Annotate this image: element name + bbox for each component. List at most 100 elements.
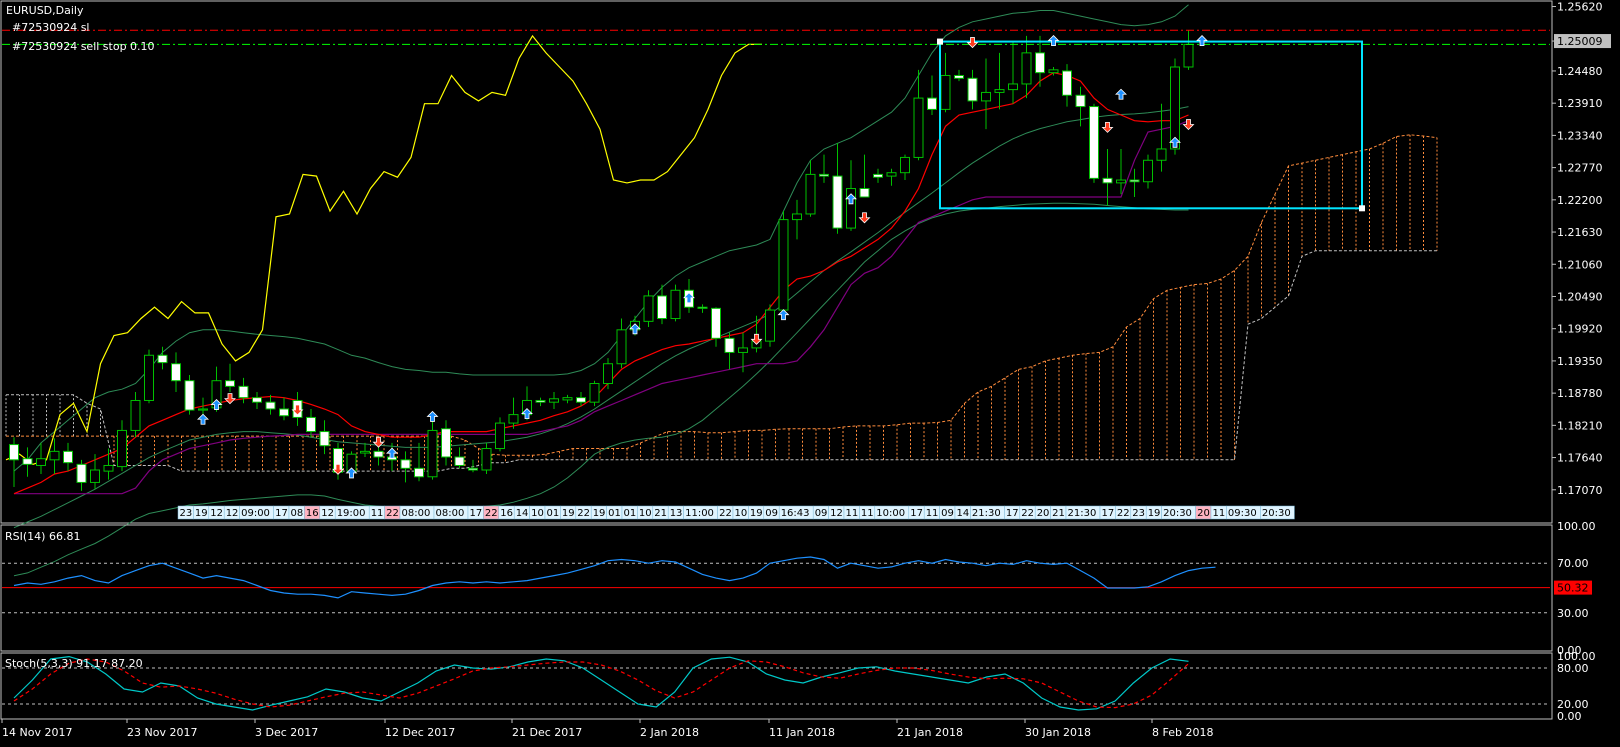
candle[interactable] [90,469,100,483]
candle[interactable] [792,213,802,221]
selection-rectangle[interactable] [937,38,1365,212]
buy-arrow-icon[interactable] [426,410,439,422]
candle[interactable] [1143,159,1153,183]
candle[interactable] [49,450,60,461]
candle[interactable] [441,428,451,458]
buy-arrow-icon[interactable] [1115,88,1127,100]
candle[interactable] [454,456,465,466]
candle[interactable] [846,188,856,229]
candle[interactable] [657,295,667,320]
candle[interactable] [778,219,789,311]
sell-arrow-icon[interactable] [332,463,344,475]
candle[interactable] [36,458,46,466]
candle[interactable] [360,450,370,454]
candle[interactable] [535,399,546,403]
candle[interactable] [859,188,870,198]
candle[interactable] [643,295,654,322]
candle[interactable] [1116,179,1126,184]
candle[interactable] [103,464,114,472]
buy-arrow-icon[interactable] [629,323,641,335]
candle[interactable] [927,97,937,110]
rectangle-handle[interactable] [1359,205,1365,212]
candle[interactable] [1102,177,1113,184]
candle[interactable] [738,347,748,353]
buy-arrow-icon[interactable] [1196,34,1208,46]
candle[interactable] [1008,83,1018,91]
candle[interactable] [1021,52,1032,85]
buy-arrow-icon[interactable] [386,447,398,459]
candle[interactable] [549,398,559,403]
candle[interactable] [319,431,330,447]
candle[interactable] [144,354,154,401]
sell-arrow-icon[interactable] [858,212,871,224]
candle[interactable] [900,156,910,174]
candle[interactable] [225,380,235,387]
candle[interactable] [117,429,127,468]
candle[interactable] [481,448,492,471]
candle[interactable] [589,383,600,403]
candle[interactable] [1035,52,1045,74]
order-levels[interactable] [2,29,1550,45]
candle[interactable] [238,385,249,399]
candle[interactable] [711,307,721,339]
candle[interactable] [1089,106,1099,179]
candle[interactable] [832,175,843,229]
candle[interactable] [184,380,195,411]
candle[interactable] [130,399,141,431]
candle[interactable] [562,397,573,401]
rsi-panel[interactable]: 100.00 70.00 50.32 30.00 0.00 RSI(14) 66.81 [0,520,1596,657]
candle[interactable] [1129,179,1140,183]
candle[interactable] [616,329,627,365]
candle[interactable] [63,450,73,464]
candle[interactable] [603,363,613,385]
buy-arrow-icon[interactable] [1169,136,1181,148]
candle[interactable] [427,429,438,478]
candle[interactable] [373,450,384,458]
candle[interactable] [1048,69,1059,74]
candle[interactable] [954,74,964,79]
candle[interactable] [576,397,586,403]
candle[interactable] [913,97,924,158]
candle[interactable] [819,173,829,177]
candle[interactable] [967,77,978,102]
rectangle-handle[interactable] [937,38,943,45]
candle[interactable] [1183,43,1194,68]
sell-arrow-icon[interactable] [372,436,385,448]
candle[interactable] [198,408,208,411]
candle[interactable] [414,467,424,478]
buy-arrow-icon[interactable] [521,408,533,420]
candle[interactable] [279,408,289,417]
buy-arrow-icon[interactable] [777,309,790,321]
candle[interactable] [1170,66,1180,150]
buy-arrow-icon[interactable] [197,413,209,425]
candle[interactable] [1075,94,1086,108]
candle[interactable] [697,306,708,309]
candle[interactable] [171,363,181,382]
candle[interactable] [400,459,411,469]
candle[interactable] [724,337,735,353]
candle[interactable] [805,173,816,215]
buy-arrow-icon[interactable] [683,292,695,304]
candle[interactable] [1156,148,1167,161]
buy-arrow-icon[interactable] [210,398,223,410]
candle[interactable] [886,172,897,177]
buy-arrow-icon[interactable] [1047,34,1060,46]
candle[interactable] [252,397,262,403]
candle[interactable] [306,416,316,433]
sell-arrow-icon[interactable] [224,393,236,405]
candlesticks[interactable] [9,30,1194,491]
candle[interactable] [873,173,883,178]
main-price-panel[interactable]: 1.25620 1.25009 1.24480 1.23910 1.23340 1.227… [0,0,1611,577]
candle[interactable] [22,458,33,465]
candle[interactable] [994,89,1005,93]
candle[interactable] [468,467,478,471]
sell-arrow-icon[interactable] [1182,119,1195,131]
candle[interactable] [508,414,519,424]
buy-arrow-icon[interactable] [345,467,358,479]
candle[interactable] [981,91,991,102]
buy-arrow-icon[interactable] [845,193,857,205]
sell-arrow-icon[interactable] [291,404,304,416]
